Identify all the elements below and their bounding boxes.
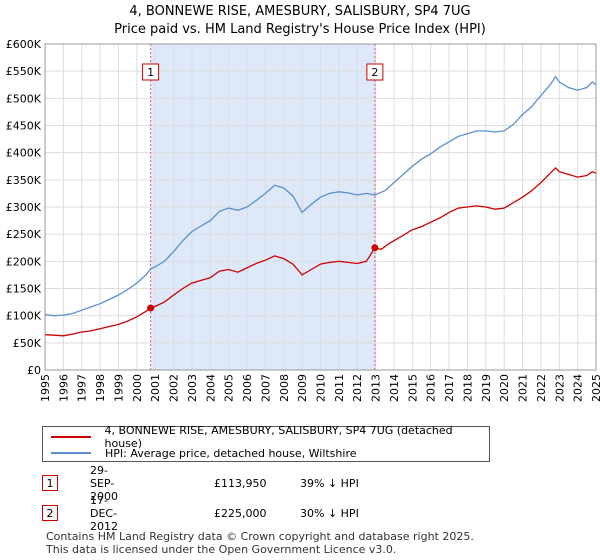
property-line-swatch <box>51 436 91 438</box>
sale-number-badge: 1 <box>42 475 58 491</box>
sale-hpi-diff: 39% ↓ HPI <box>300 476 359 490</box>
x-tick-label: 2010 <box>315 374 328 402</box>
footer-copyright: Contains HM Land Registry data © Crown c… <box>46 530 474 543</box>
y-tick-label: £50K <box>13 337 42 350</box>
chart-title: 4, BONNEWE RISE, AMESBURY, SALISBURY, SP… <box>129 4 471 19</box>
footer: Contains HM Land Registry data © Crown c… <box>46 530 474 556</box>
plot-frame <box>44 43 597 371</box>
sale-row: 1 29-SEP-2000 £113,950 39% ↓ HPI <box>42 464 359 503</box>
x-tick-label: 2022 <box>535 374 548 402</box>
x-tick-label: 2018 <box>461 374 474 402</box>
sale-number-badge: 2 <box>42 505 58 521</box>
sale-label-box <box>142 63 160 81</box>
y-tick-label: £500K <box>6 92 42 105</box>
x-tick-label: 2014 <box>388 374 401 402</box>
y-tick-label: £150K <box>6 283 42 296</box>
sale-price: £225,000 <box>214 506 267 520</box>
x-tick-label: 2023 <box>553 374 566 402</box>
legend: 4, BONNEWE RISE, AMESBURY, SALISBURY, SP… <box>42 424 490 462</box>
sale-row: 2 17-DEC-2012 £225,000 30% ↓ HPI <box>42 494 359 533</box>
y-tick-label: £450K <box>6 120 42 133</box>
x-tick-label: 2011 <box>333 374 346 402</box>
x-tick-label: 2013 <box>370 374 383 402</box>
sale-label-text: 1 <box>147 66 154 79</box>
hpi-line-swatch <box>51 452 91 454</box>
x-tick-label: 2024 <box>572 374 585 402</box>
sale-point <box>371 244 379 252</box>
legend-item-property: 4, BONNEWE RISE, AMESBURY, SALISBURY, SP… <box>51 424 489 450</box>
x-tick-label: 1999 <box>112 374 125 402</box>
legend-property-label: 4, BONNEWE RISE, AMESBURY, SALISBURY, SP… <box>104 424 453 450</box>
x-tick-label: 2005 <box>223 374 236 402</box>
y-tick-label: £0 <box>27 364 41 377</box>
x-tick-label: 2017 <box>443 374 456 402</box>
chart-area: £0 £50K £100K £150K £200K £250K £300K £350K £400… <box>6 38 600 402</box>
x-tick-label: 2007 <box>259 374 272 402</box>
sale-hpi-diff: 30% ↓ HPI <box>300 506 359 520</box>
legend-item-hpi: HPI: Average price, detached house, Wilt… <box>51 445 357 461</box>
property-series-line <box>44 166 597 337</box>
y-tick-label: £200K <box>6 255 42 268</box>
y-tick-label: £400K <box>6 147 42 160</box>
x-tick-label: 2003 <box>186 374 199 402</box>
x-tick-label: 2001 <box>149 374 162 402</box>
sale-label-box <box>366 63 384 81</box>
footer-licence: This data is licensed under the Open Gov… <box>46 543 397 556</box>
sale-price: £113,950 <box>214 476 267 490</box>
sale-label-text: 2 <box>371 66 378 79</box>
sale-date: 29-SEP-2000 <box>90 463 118 503</box>
y-tick-label: £250K <box>6 228 42 241</box>
sale-date: 17-DEC-2012 <box>90 493 118 533</box>
x-tick-label: 2016 <box>425 374 438 402</box>
x-tick-label: 2019 <box>480 374 493 402</box>
y-tick-label: £100K <box>6 310 42 323</box>
x-tick-label: 2020 <box>498 374 511 402</box>
x-tick-label: 2002 <box>168 374 181 402</box>
sale-point <box>147 304 155 312</box>
x-tick-label: 2008 <box>278 374 291 402</box>
x-tick-label: 2025 <box>590 374 600 402</box>
y-tick-label: £600K <box>6 38 42 51</box>
x-tick-label: 1997 <box>76 374 89 402</box>
x-tick-label: 1995 <box>39 374 52 402</box>
x-tick-label: 2015 <box>406 374 419 402</box>
x-tick-label: 2000 <box>131 374 144 402</box>
x-tick-label: 1996 <box>57 374 70 402</box>
y-tick-label: £550K <box>6 65 42 78</box>
x-tick-label: 2009 <box>296 374 309 402</box>
x-tick-label: 2021 <box>517 374 530 402</box>
x-tick-label: 2004 <box>204 374 217 402</box>
x-tick-label: 2012 <box>351 374 364 402</box>
y-tick-label: £350K <box>6 174 42 187</box>
x-tick-label: 2006 <box>241 374 254 402</box>
hpi-series-line <box>44 75 597 317</box>
legend-hpi-label: HPI: Average price, detached house, Wilt… <box>105 446 357 460</box>
chart-subtitle: Price paid vs. HM Land Registry's House … <box>114 22 486 37</box>
x-tick-label: 1998 <box>94 374 107 402</box>
y-tick-label: £300K <box>6 201 42 214</box>
